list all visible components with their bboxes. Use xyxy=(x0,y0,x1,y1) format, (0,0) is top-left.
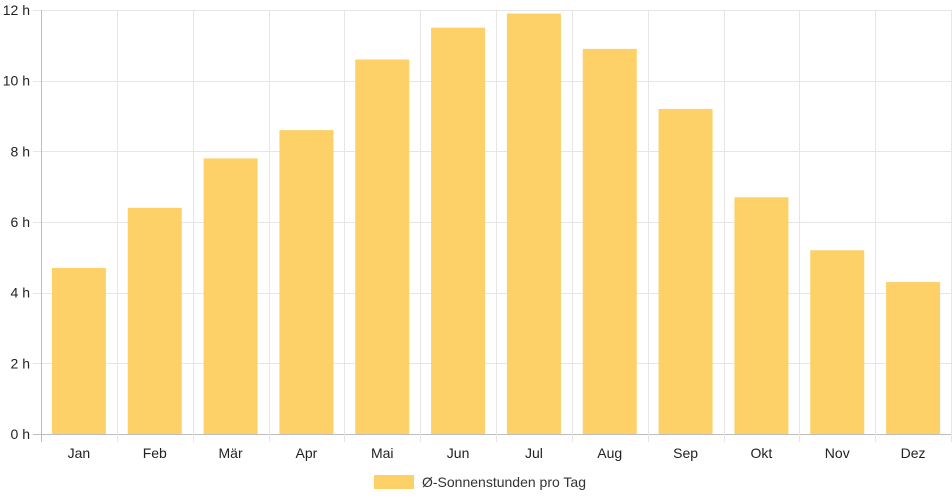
x-tick-label: Mai xyxy=(371,445,394,461)
x-tick-label: Jul xyxy=(525,445,543,461)
bar[interactable] xyxy=(582,48,637,434)
y-tick-label: 12 h xyxy=(3,2,30,18)
x-tick-label: Sep xyxy=(673,445,698,461)
legend-label[interactable]: Ø-Sonnenstunden pro Tag xyxy=(422,474,586,490)
y-tick-label: 8 h xyxy=(11,143,30,159)
bar[interactable] xyxy=(51,267,106,434)
x-tick-label: Apr xyxy=(296,445,318,461)
bar[interactable] xyxy=(203,158,258,434)
bars xyxy=(51,13,941,435)
y-tick-label: 4 h xyxy=(11,285,30,301)
bar[interactable] xyxy=(658,108,713,434)
x-tick-label: Dez xyxy=(901,445,926,461)
grid xyxy=(33,10,952,442)
y-tick-label: 0 h xyxy=(11,426,30,442)
y-tick-label: 10 h xyxy=(3,73,30,89)
x-tick-label: Nov xyxy=(825,445,850,461)
x-tick-label: Aug xyxy=(597,445,622,461)
x-tick-label: Jun xyxy=(447,445,470,461)
y-tick-label: 2 h xyxy=(11,355,30,371)
bar[interactable] xyxy=(355,59,410,434)
bar[interactable] xyxy=(506,13,561,435)
bar[interactable] xyxy=(127,207,182,434)
bar[interactable] xyxy=(431,27,486,435)
bar[interactable] xyxy=(886,282,941,434)
x-tick-label: Feb xyxy=(143,445,167,461)
x-tick-label: Jan xyxy=(68,445,91,461)
y-tick-label: 6 h xyxy=(11,214,30,230)
x-tick-label: Mär xyxy=(219,445,243,461)
legend[interactable]: Ø-Sonnenstunden pro Tag xyxy=(374,474,586,490)
bar[interactable] xyxy=(810,250,865,434)
bar[interactable] xyxy=(279,130,334,434)
axes: 0 h 2 h 4 h 6 h 8 h 10 h 12 h Jan Feb Mär Apr Mai Ju… xyxy=(3,2,926,461)
x-tick-label: Okt xyxy=(751,445,773,461)
bar[interactable] xyxy=(734,197,789,434)
legend-swatch[interactable] xyxy=(374,475,415,489)
